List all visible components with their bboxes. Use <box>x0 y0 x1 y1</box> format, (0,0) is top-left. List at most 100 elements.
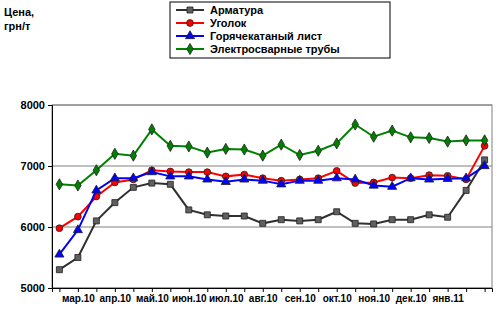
marker <box>389 174 396 181</box>
y-axis: 5000 6000 7000 8000 <box>21 99 53 294</box>
marker <box>56 179 62 190</box>
legend-marker <box>187 7 193 13</box>
marker <box>463 187 469 193</box>
x-tick: сен.10 <box>285 288 317 304</box>
x-tick-mark <box>281 288 282 292</box>
legend-marker <box>185 31 194 39</box>
y-tick: 5000 <box>21 282 52 294</box>
x-tick <box>429 288 430 292</box>
x-tick-label: дек.10 <box>396 293 427 304</box>
plot: 5000600070008000мар.10апр.10май.10июн.10… <box>21 99 493 304</box>
x-tick-label: мар.10 <box>62 293 95 304</box>
marker <box>260 220 266 226</box>
x-tick-label: авг.10 <box>249 293 278 304</box>
x-tick-label: янв.11 <box>432 293 464 304</box>
y-tick-mark <box>48 166 52 167</box>
marker <box>74 213 81 220</box>
legend-entry: Арматура <box>176 4 264 16</box>
marker <box>130 150 136 161</box>
marker <box>149 180 155 186</box>
marker <box>75 180 81 191</box>
marker <box>92 185 101 193</box>
marker <box>204 147 210 158</box>
x-tick: окт.10 <box>323 288 352 304</box>
series-markers <box>56 157 487 273</box>
legend-entry: Горячекатаный лист <box>176 30 323 42</box>
x-tick-mark <box>170 288 171 292</box>
legend-entry: Электросварные трубы <box>176 43 340 55</box>
marker <box>204 212 210 218</box>
marker <box>93 218 99 224</box>
x-tick <box>244 288 245 292</box>
marker <box>315 145 321 156</box>
x-tick-mark <box>263 288 264 292</box>
marker <box>184 171 193 179</box>
marker <box>147 167 156 175</box>
y-tick-mark <box>48 288 52 289</box>
marker <box>407 132 413 143</box>
x-tick-mark <box>392 288 393 292</box>
marker <box>56 225 63 232</box>
marker <box>129 173 138 181</box>
legend-box <box>170 2 390 58</box>
x-tick <box>392 288 393 292</box>
x-tick-mark <box>429 288 430 292</box>
x-tick-mark <box>133 288 134 292</box>
marker <box>203 174 212 182</box>
x-tick-label: апр.10 <box>100 293 132 304</box>
series-markers <box>56 142 488 231</box>
marker <box>351 174 360 182</box>
marker <box>389 125 395 136</box>
y-tick-label: 7000 <box>21 160 45 172</box>
x-axis: мар.10апр.10май.10июн.10июл.10авг.10сен.… <box>53 288 493 304</box>
marker <box>297 149 303 160</box>
y-axis-title: Цена,грн/т <box>4 6 34 32</box>
marker <box>186 207 192 213</box>
marker <box>110 173 119 181</box>
marker <box>167 181 173 187</box>
marker <box>278 217 284 223</box>
x-tick: дек.10 <box>396 288 427 304</box>
x-tick <box>281 288 282 292</box>
legend-entry: Уголок <box>176 17 247 29</box>
x-tick: июл.10 <box>209 288 244 304</box>
y-axis-line <box>48 106 53 289</box>
x-tick-label: июн.10 <box>172 293 207 304</box>
marker <box>130 184 136 190</box>
marker <box>297 218 303 224</box>
marker <box>462 173 471 181</box>
marker <box>371 221 377 227</box>
y-axis-title-line: Цена, <box>4 6 34 18</box>
legend-label: Уголок <box>210 17 247 29</box>
x-tick: янв.11 <box>432 288 464 304</box>
grid-line <box>52 227 492 228</box>
x-tick <box>485 288 486 292</box>
x-tick-mark <box>115 288 116 292</box>
marker <box>463 135 469 146</box>
marker <box>426 132 432 143</box>
marker <box>93 165 99 176</box>
grid <box>52 105 492 288</box>
y-tick-label: 8000 <box>21 99 45 111</box>
chart: 5000600070008000мар.10апр.10май.10июн.10… <box>0 0 500 309</box>
marker <box>223 213 229 219</box>
marker <box>221 177 230 185</box>
marker <box>241 213 247 219</box>
series-line <box>59 146 484 228</box>
marker <box>369 180 378 188</box>
marker <box>333 138 339 149</box>
marker <box>166 171 175 179</box>
x-tick-mark <box>355 288 356 292</box>
marker <box>278 139 284 150</box>
marker <box>425 174 434 182</box>
marker <box>258 175 267 183</box>
marker <box>315 217 321 223</box>
x-tick <box>133 288 134 292</box>
marker <box>149 124 155 135</box>
series-markers <box>55 161 489 257</box>
x-tick-mark <box>300 288 301 292</box>
legend-label: Арматура <box>210 4 264 16</box>
y-tick: 6000 <box>21 221 52 233</box>
marker <box>334 209 340 215</box>
legend-marker <box>187 20 194 27</box>
